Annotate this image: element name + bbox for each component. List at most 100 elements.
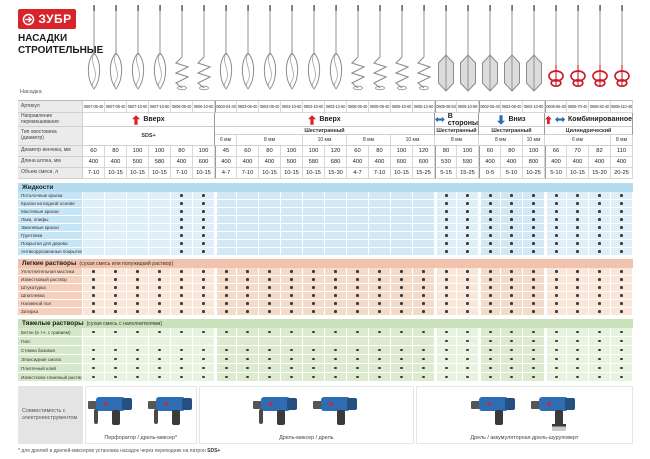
compatibility-dot [334,357,337,361]
compatibility-cell [413,364,435,373]
material-row-label: Потолочные краски [18,192,83,200]
compatibility-cell [303,337,325,346]
compatibility-cell [369,300,391,308]
drill-icon [471,397,516,425]
material-row: Стяжка базовая [18,346,633,355]
compatibility-cell [105,355,127,364]
article-cell: 0606-10-60 [193,101,215,113]
compatibility-dot [620,218,623,221]
compatibility-dot [92,310,95,313]
compatibility-cell [259,364,281,373]
volume-cell: 20-25 [611,168,633,179]
compatibility-cell [523,292,545,300]
compatibility-cell [369,292,391,300]
compatibility-dot [334,270,337,273]
compatibility-cell [193,337,215,346]
compatibility-cell [501,355,523,364]
diameter-cell: 60 [237,146,259,157]
compatibility-dot [598,286,601,289]
article-cell: 0608-110-40 [611,101,633,113]
compatibility-cell [149,208,171,216]
compatibility-dot [378,348,381,352]
material-row: Масляные краски [18,208,633,216]
compatibility-dot [334,375,337,379]
compatibility-cell [435,337,457,346]
compatibility-dot [400,286,403,289]
compatibility-dot [466,270,469,273]
compatibility-cell [545,268,567,276]
compatibility-cell [303,216,325,224]
compatibility-dot [225,366,228,370]
compatibility-dot [136,375,139,379]
compatibility-cell [369,373,391,382]
compatibility-dot [246,286,249,289]
material-row: Известковый раствор [18,276,633,284]
mixer-icon [611,3,633,97]
compatibility-cell [413,346,435,355]
article-cell: 0605-10-60 [391,101,413,113]
compatibility-cell [193,355,215,364]
compatibility-dot [422,270,425,273]
compatibility-dot [180,286,183,289]
compatibility-dot [334,330,337,334]
compatibility-cell [171,373,193,382]
compatibility-dot [356,302,359,305]
compatibility-cell [611,192,633,200]
compatibility-cell [105,224,127,232]
compatibility-cell [281,292,303,300]
mixer-drill-icon [147,397,192,425]
compatibility-cell [567,240,589,248]
compatibility-dot [158,302,161,305]
compatibility-cell [281,308,303,316]
compatibility-dot [378,270,381,273]
compatibility-dot [312,348,315,352]
compatibility-dot [466,310,469,313]
compatibility-cell [391,300,413,308]
compatibility-dot [489,242,492,245]
compatibility-cell [347,248,369,256]
compatibility-cell [193,346,215,355]
section-subtitle: (сухая смесь или полужидкий раствор) [79,260,174,267]
compatibility-dot [576,294,579,297]
compatibility-dot [202,348,205,352]
compatibility-cell [281,284,303,292]
compatibility-cell [391,216,413,224]
compatibility-dot [445,357,448,361]
compatibility-dot [225,302,228,305]
compatibility-dot [158,294,161,297]
compatibility-dot [466,375,469,379]
compatibility-cell [523,192,545,200]
compatibility-cell [127,224,149,232]
compatibility-cell [545,240,567,248]
compatibility-cell [325,284,347,292]
compatibility-cell [347,337,369,346]
group-direction-cell: Вниз [479,113,545,127]
compatibility-dot [532,234,535,237]
volume-cell: 10-15 [303,168,325,179]
compatibility-cell [171,337,193,346]
compatibility-dot [180,294,183,297]
compatibility-cell [325,248,347,256]
compatibility-cell [127,200,149,208]
compatibility-dot [92,357,95,361]
diameter-cell: 70 [567,146,589,157]
compatibility-cell [369,337,391,346]
compatibility-dot [510,202,513,205]
compatibility-cell [149,284,171,292]
compatibility-cell [237,240,259,248]
compatibility-cell [589,200,611,208]
material-row-label: Гипс [18,337,83,346]
compatibility-cell [105,373,127,382]
compatibility-cell [413,208,435,216]
material-row: Эпоксидная смола [18,355,633,364]
mixer-icon [413,3,435,97]
compatibility-dot [466,194,469,197]
compatibility-dot [489,375,492,379]
compatibility-dot [202,286,205,289]
compatibility-dot [136,278,139,281]
compatibility-cell [545,276,567,284]
compatibility-cell [523,328,545,337]
compatibility-dot [489,270,492,273]
compatibility-cell [545,216,567,224]
article-cell: 0602-10-80 [523,101,545,113]
